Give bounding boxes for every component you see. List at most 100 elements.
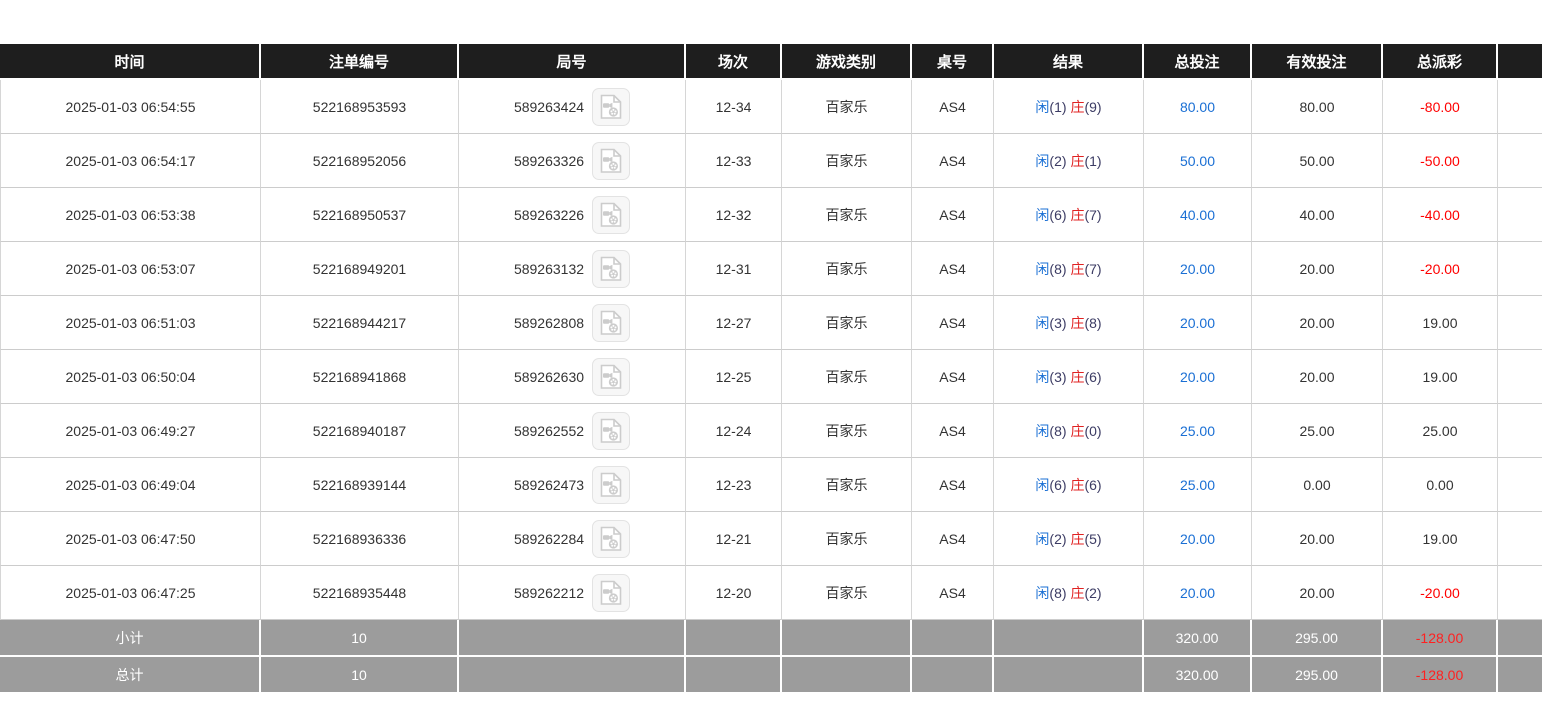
- table-row: 2025-01-03 06:53:07 522168949201 589263132…: [0, 242, 1542, 296]
- total-empty-game: [782, 657, 912, 694]
- result-player-value: (8): [1049, 260, 1067, 277]
- cell-payout: -20.00: [1383, 242, 1498, 296]
- video-file-icon: [600, 202, 622, 227]
- round-number-text: 589262552: [513, 422, 585, 439]
- table-body: 2025-01-03 06:54:55 522168953593 589263424…: [0, 80, 1542, 620]
- cell-result: 闲(6) 庄(7): [994, 188, 1144, 242]
- column-header-round_no: 局号: [459, 44, 686, 80]
- table-row: 2025-01-03 06:47:50 522168936336 589262284…: [0, 512, 1542, 566]
- cell-valid-bet: 40.00: [1252, 188, 1383, 242]
- cell-total-bet: 50.00: [1144, 134, 1252, 188]
- result-banker-label: 庄: [1070, 476, 1085, 493]
- cell-time: 2025-01-03 06:49:27: [0, 404, 261, 458]
- result-player-value: (1): [1049, 98, 1067, 115]
- cell-extra: [1498, 134, 1542, 188]
- cell-total-bet: 20.00: [1144, 242, 1252, 296]
- cell-extra: [1498, 458, 1542, 512]
- column-header-game_type: 游戏类别: [782, 44, 912, 80]
- cell-result: 闲(2) 庄(1): [994, 134, 1144, 188]
- round-number-group: 589262473: [459, 465, 685, 504]
- cell-bet-number: 522168939144: [261, 458, 459, 512]
- video-replay-button[interactable]: [592, 411, 631, 450]
- subtotal-row: 小计 10 320.00 295.00 -128.00: [0, 620, 1542, 657]
- total-label: 总计: [0, 657, 261, 694]
- column-header-result: 结果: [994, 44, 1144, 80]
- cell-round-number: 589263132: [459, 242, 686, 296]
- cell-session: 12-32: [686, 188, 782, 242]
- cell-game-type: 百家乐: [782, 458, 912, 512]
- subtotal-empty-session: [686, 620, 782, 657]
- cell-round-number: 589262630: [459, 350, 686, 404]
- video-replay-button[interactable]: [592, 195, 631, 234]
- cell-total-bet: 25.00: [1144, 404, 1252, 458]
- video-file-icon: [600, 418, 622, 443]
- cell-round-number: 589262552: [459, 404, 686, 458]
- cell-time: 2025-01-03 06:51:03: [0, 296, 261, 350]
- cell-payout: -80.00: [1383, 80, 1498, 134]
- video-file-icon: [600, 364, 622, 389]
- result-player-value: (3): [1049, 314, 1067, 331]
- cell-payout: -20.00: [1383, 566, 1498, 620]
- result-player-label: 闲: [1035, 530, 1050, 547]
- table-row: 2025-01-03 06:51:03 522168944217 589262808…: [0, 296, 1542, 350]
- video-replay-button[interactable]: [592, 141, 631, 180]
- result-player-label: 闲: [1035, 314, 1050, 331]
- video-replay-button[interactable]: [592, 357, 631, 396]
- video-replay-button[interactable]: [592, 465, 631, 504]
- cell-valid-bet: 20.00: [1252, 512, 1383, 566]
- video-replay-button[interactable]: [592, 303, 631, 342]
- video-replay-button[interactable]: [592, 87, 631, 126]
- result-banker-label: 庄: [1070, 206, 1085, 223]
- cell-total-bet: 20.00: [1144, 350, 1252, 404]
- cell-session: 12-24: [686, 404, 782, 458]
- cell-valid-bet: 25.00: [1252, 404, 1383, 458]
- result-player-value: (8): [1049, 584, 1067, 601]
- subtotal-total-bet: 320.00: [1144, 620, 1252, 657]
- video-replay-button[interactable]: [592, 519, 631, 558]
- cell-bet-number: 522168950537: [261, 188, 459, 242]
- round-number-text: 589262630: [513, 368, 585, 385]
- cell-time: 2025-01-03 06:47:25: [0, 566, 261, 620]
- round-number-group: 589262212: [459, 573, 685, 612]
- cell-result: 闲(3) 庄(8): [994, 296, 1144, 350]
- cell-table-number: AS4: [912, 566, 994, 620]
- cell-valid-bet: 0.00: [1252, 458, 1383, 512]
- cell-session: 12-27: [686, 296, 782, 350]
- subtotal-empty-table: [912, 620, 994, 657]
- result-banker-value: (5): [1084, 530, 1102, 547]
- result-banker-value: (8): [1084, 314, 1102, 331]
- cell-round-number: 589263226: [459, 188, 686, 242]
- cell-extra: [1498, 188, 1542, 242]
- video-file-icon: [600, 94, 622, 119]
- result-player-label: 闲: [1035, 152, 1050, 169]
- cell-table-number: AS4: [912, 350, 994, 404]
- round-number-text: 589263132: [513, 260, 585, 277]
- cell-bet-number: 522168953593: [261, 80, 459, 134]
- cell-table-number: AS4: [912, 80, 994, 134]
- cell-table-number: AS4: [912, 512, 994, 566]
- cell-game-type: 百家乐: [782, 134, 912, 188]
- video-replay-button[interactable]: [592, 573, 631, 612]
- cell-game-type: 百家乐: [782, 350, 912, 404]
- result-banker-label: 庄: [1070, 584, 1085, 601]
- video-file-icon: [600, 148, 622, 173]
- cell-session: 12-21: [686, 512, 782, 566]
- video-replay-button[interactable]: [592, 249, 631, 288]
- result-player-label: 闲: [1035, 98, 1050, 115]
- cell-session: 12-25: [686, 350, 782, 404]
- round-number-text: 589262473: [513, 476, 585, 493]
- video-file-icon: [600, 580, 622, 605]
- cell-total-bet: 20.00: [1144, 512, 1252, 566]
- video-file-icon: [600, 526, 622, 551]
- result-player-label: 闲: [1035, 206, 1050, 223]
- cell-round-number: 589262808: [459, 296, 686, 350]
- result-player-value: (6): [1049, 206, 1067, 223]
- cell-bet-number: 522168935448: [261, 566, 459, 620]
- result-banker-value: (6): [1084, 476, 1102, 493]
- cell-extra: [1498, 80, 1542, 134]
- table-row: 2025-01-03 06:47:25 522168935448 589262212…: [0, 566, 1542, 620]
- cell-round-number: 589262473: [459, 458, 686, 512]
- cell-table-number: AS4: [912, 404, 994, 458]
- cell-game-type: 百家乐: [782, 242, 912, 296]
- cell-result: 闲(8) 庄(0): [994, 404, 1144, 458]
